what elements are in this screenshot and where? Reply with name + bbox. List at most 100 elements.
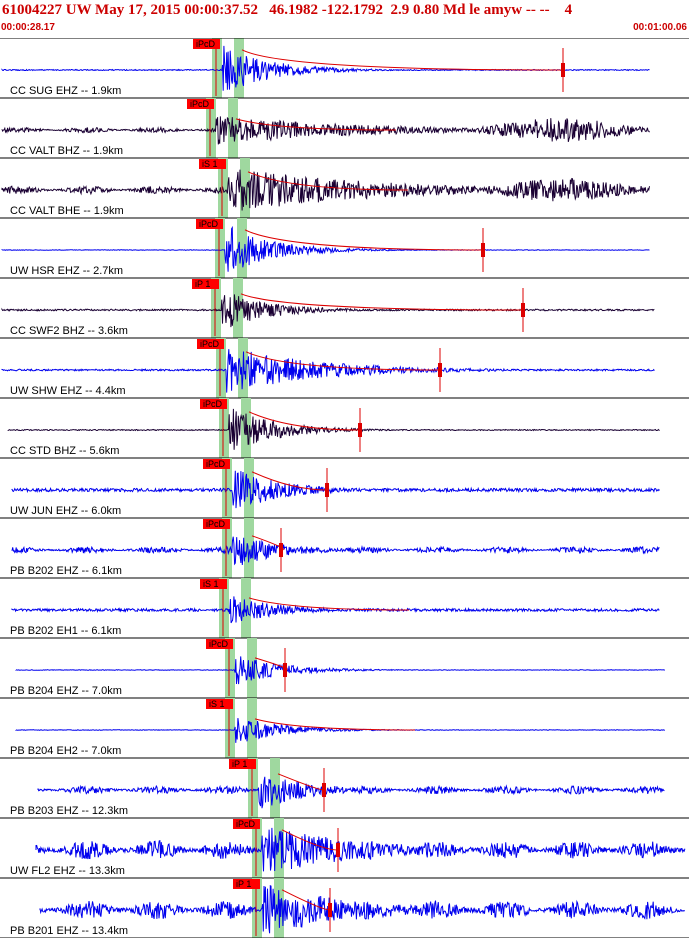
station-label: CC SWF2 BHZ -- 3.6km bbox=[10, 325, 128, 337]
phase-label: iPcD bbox=[203, 399, 223, 409]
coda-fit-curve bbox=[235, 118, 397, 131]
event-title: 61004227 UW May 17, 2015 00:00:37.52 46.… bbox=[2, 2, 573, 18]
coda-pick-marker bbox=[322, 783, 326, 797]
coda-fit-curve bbox=[281, 829, 339, 851]
station-label: UW FL2 EHZ -- 13.3km bbox=[10, 865, 125, 877]
p-window bbox=[225, 698, 235, 758]
p-window bbox=[252, 818, 262, 878]
coda-fit-curve bbox=[240, 293, 524, 311]
waveform-trace bbox=[15, 718, 665, 743]
phase-label: iPcD bbox=[206, 519, 226, 529]
waveform-trace bbox=[15, 656, 666, 685]
waveform-trace bbox=[35, 827, 686, 872]
phase-label: iS 1 bbox=[202, 159, 218, 169]
waveform-trace bbox=[37, 776, 665, 809]
phase-label-box bbox=[203, 459, 230, 469]
s-window bbox=[274, 818, 284, 878]
waveform-trace bbox=[11, 596, 660, 624]
p-window bbox=[206, 98, 216, 158]
station-label: PB B202 EHZ -- 6.1km bbox=[10, 565, 122, 577]
station-label: PB B204 EH2 -- 7.0km bbox=[10, 745, 121, 757]
coda-pick-marker bbox=[283, 663, 287, 677]
p-window bbox=[222, 458, 232, 518]
phase-label: iPcD bbox=[196, 39, 216, 49]
coda-fit-curve bbox=[245, 351, 441, 371]
phase-label: iP 1 bbox=[195, 279, 210, 289]
coda-fit-curve bbox=[248, 597, 410, 611]
p-window bbox=[212, 38, 222, 98]
s-window bbox=[237, 218, 247, 278]
phase-label: iPcD bbox=[199, 219, 219, 229]
phase-label-box bbox=[233, 879, 260, 889]
phase-label-box bbox=[203, 519, 230, 529]
phase-label-box bbox=[193, 39, 220, 49]
station-label: CC VALT BHE -- 1.9km bbox=[10, 205, 124, 217]
coda-pick-marker bbox=[325, 483, 329, 497]
waveform-trace bbox=[1, 45, 650, 91]
p-window bbox=[225, 638, 235, 698]
station-label: CC VALT BHZ -- 1.9km bbox=[10, 145, 123, 157]
phase-label-box bbox=[192, 279, 219, 289]
time-start: 00:00:28.17 bbox=[1, 22, 55, 33]
phase-label-box bbox=[197, 339, 224, 349]
station-label: UW JUN EHZ -- 6.0km bbox=[10, 505, 121, 517]
phase-label: iP 1 bbox=[236, 879, 251, 889]
phase-label-box bbox=[200, 579, 227, 589]
coda-pick-marker bbox=[481, 243, 485, 257]
coda-pick-marker bbox=[521, 303, 525, 317]
s-window bbox=[240, 158, 250, 218]
station-label: PB B203 EHZ -- 12.3km bbox=[10, 805, 128, 817]
phase-label: iP 1 bbox=[232, 759, 247, 769]
header: 61004227 UW May 17, 2015 00:00:37.52 46.… bbox=[0, 0, 689, 38]
phase-label: iS 1 bbox=[209, 699, 225, 709]
coda-fit-curve bbox=[248, 411, 361, 431]
waveform-trace bbox=[11, 536, 660, 566]
phase-label-box bbox=[200, 399, 227, 409]
phase-label: iS 1 bbox=[203, 579, 219, 589]
phase-label-box bbox=[233, 819, 260, 829]
coda-fit-curve bbox=[241, 49, 564, 71]
waveform-trace bbox=[39, 885, 686, 934]
waveform-trace bbox=[1, 116, 650, 145]
station-label: PB B201 EHZ -- 13.4km bbox=[10, 925, 128, 937]
station-label: PB B202 EH1 -- 6.1km bbox=[10, 625, 121, 637]
coda-pick-marker bbox=[279, 543, 283, 557]
station-label: CC STD BHZ -- 5.6km bbox=[10, 445, 119, 457]
coda-fit-curve bbox=[254, 718, 416, 731]
p-window bbox=[219, 398, 229, 458]
station-label: UW SHW EHZ -- 4.4km bbox=[10, 385, 126, 397]
station-label: UW HSR EHZ -- 2.7km bbox=[10, 265, 123, 277]
phase-label: iPcD bbox=[200, 339, 220, 349]
coda-pick-marker bbox=[438, 363, 442, 377]
s-window bbox=[241, 578, 251, 638]
s-window bbox=[244, 518, 254, 578]
phase-label: iPcD bbox=[190, 99, 210, 109]
phase-label: iPcD bbox=[209, 639, 229, 649]
p-window bbox=[211, 278, 221, 338]
p-window bbox=[252, 878, 262, 938]
waveform-trace bbox=[1, 294, 655, 328]
waveform-trace bbox=[1, 169, 650, 211]
p-window bbox=[219, 578, 229, 638]
coda-fit-curve bbox=[251, 471, 328, 491]
station-label: CC SUG EHZ -- 1.9km bbox=[10, 85, 121, 97]
phase-label: iPcD bbox=[206, 459, 226, 469]
waveform-trace bbox=[1, 225, 650, 272]
coda-fit-curve bbox=[247, 171, 409, 191]
phase-label: iPcD bbox=[236, 819, 256, 829]
p-window bbox=[215, 218, 225, 278]
coda-fit-curve bbox=[244, 229, 484, 251]
coda-pick-marker bbox=[328, 903, 332, 917]
p-window bbox=[248, 758, 258, 818]
station-label: PB B204 EHZ -- 7.0km bbox=[10, 685, 122, 697]
waveform-trace bbox=[7, 408, 660, 450]
phase-label-box bbox=[229, 759, 256, 769]
coda-pick-marker bbox=[561, 63, 565, 77]
phase-label-box bbox=[206, 699, 233, 709]
p-window bbox=[216, 338, 226, 398]
phase-label-box bbox=[187, 99, 214, 109]
coda-pick-marker bbox=[336, 843, 340, 857]
phase-label-box bbox=[206, 639, 233, 649]
phase-label-box bbox=[199, 159, 226, 169]
